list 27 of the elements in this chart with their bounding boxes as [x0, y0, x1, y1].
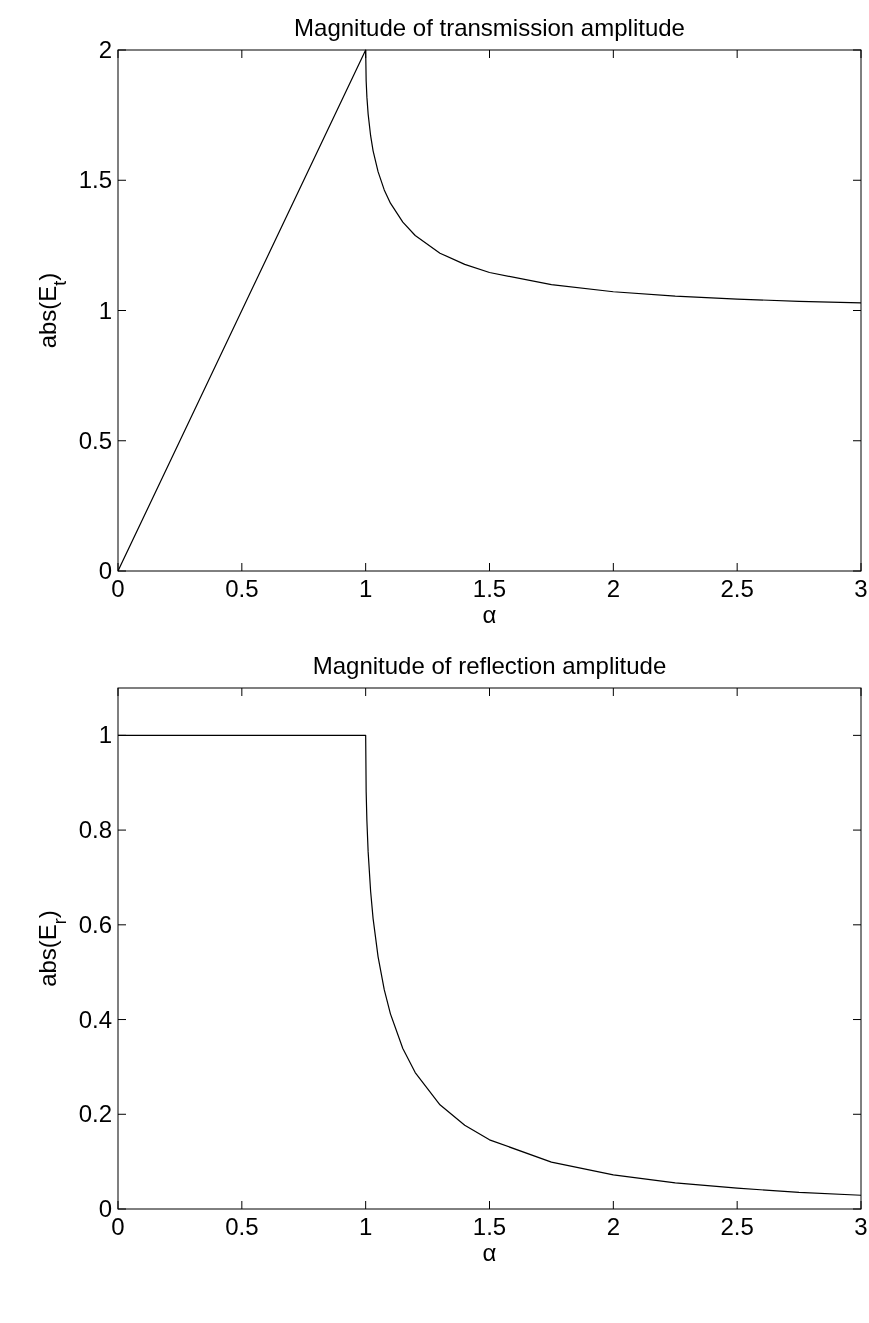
x-tick-label: 0.5 — [225, 1213, 259, 1240]
y-tick-label: 1.5 — [78, 166, 112, 194]
x-tick-label: 1 — [358, 575, 373, 602]
y-tick-label: 1 — [98, 721, 112, 749]
x-tick-label: 0.5 — [225, 575, 259, 602]
x-tick-label: 2.5 — [720, 575, 754, 602]
x-tick-label: 2 — [606, 1213, 621, 1240]
y-tick-label: 2 — [98, 36, 112, 63]
x-axis-title: α — [482, 1239, 497, 1266]
x-tick-label: 1.5 — [472, 1213, 507, 1240]
chart-title: Magnitude of reflection amplitude — [312, 652, 667, 679]
x-tick-label: 2 — [606, 575, 621, 602]
y-tick-label: 1 — [98, 296, 112, 324]
y-tick-label: 0.5 — [78, 426, 112, 454]
x-tick-label: 1 — [358, 1213, 373, 1240]
y-tick-label: 0.4 — [78, 1005, 112, 1033]
x-tick-label: 2.5 — [720, 1213, 754, 1240]
x-tick-label: 1.5 — [472, 575, 507, 602]
x-tick-label: 3 — [854, 575, 868, 602]
x-tick-label: 3 — [854, 1213, 868, 1240]
chart-title: Magnitude of transmission amplitude — [294, 14, 685, 41]
x-axis-title: α — [482, 601, 497, 628]
y-tick-label: 0.2 — [78, 1100, 112, 1128]
y-tick-label: 0.6 — [78, 910, 112, 938]
y-tick-label: 0 — [98, 557, 112, 584]
y-tick-label: 0.8 — [78, 816, 112, 844]
y-tick-label: 0 — [98, 1195, 112, 1222]
